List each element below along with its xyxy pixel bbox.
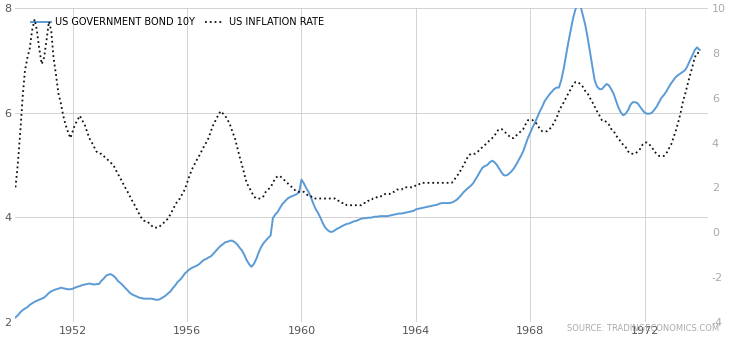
US INFLATION RATE [11, 185, 20, 189]
US INFLATION RATE [619, 143, 628, 147]
US GOVERNMENT BOND 10Y [71, 286, 80, 290]
US INFLATION RATE [73, 118, 82, 122]
US INFLATION RATE [361, 201, 370, 205]
US GOVERNMENT BOND 10Y [600, 85, 609, 89]
US GOVERNMENT BOND 10Y [357, 217, 366, 221]
US GOVERNMENT BOND 10Y [695, 48, 704, 52]
US INFLATION RATE [640, 140, 649, 144]
Line: US INFLATION RATE: US INFLATION RATE [15, 19, 699, 227]
Line: US GOVERNMENT BOND 10Y: US GOVERNMENT BOND 10Y [15, 3, 699, 318]
US GOVERNMENT BOND 10Y [11, 316, 20, 320]
US INFLATION RATE [30, 17, 39, 21]
US GOVERNMENT BOND 10Y [638, 108, 647, 112]
US INFLATION RATE [695, 51, 704, 55]
US INFLATION RATE [591, 105, 599, 109]
US GOVERNMENT BOND 10Y [574, 1, 583, 5]
Text: SOURCE: TRADINGECONOMICS.COM: SOURCE: TRADINGECONOMICS.COM [567, 324, 719, 333]
US INFLATION RATE [602, 120, 611, 124]
US GOVERNMENT BOND 10Y [588, 65, 596, 69]
US INFLATION RATE [149, 225, 158, 230]
Legend: US GOVERNMENT BOND 10Y, US INFLATION RATE: US GOVERNMENT BOND 10Y, US INFLATION RAT… [27, 13, 328, 31]
US GOVERNMENT BOND 10Y [617, 110, 626, 115]
